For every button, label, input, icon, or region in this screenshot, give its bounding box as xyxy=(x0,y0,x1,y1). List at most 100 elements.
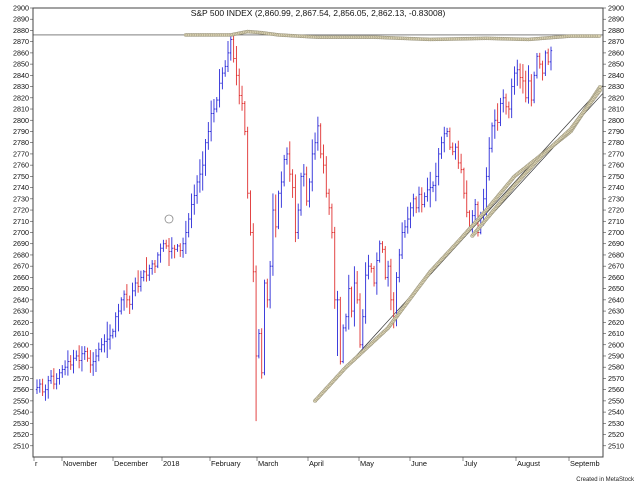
ohlc-bar xyxy=(184,220,188,255)
y-tick-label-left: 2540 xyxy=(13,408,29,417)
ohlc-bar xyxy=(299,172,303,216)
ohlc-bar xyxy=(473,198,477,222)
x-axis: r November December 2018 February March April M… xyxy=(33,457,600,468)
x-tick-label: February xyxy=(211,459,241,468)
ohlc-bar xyxy=(75,350,78,361)
ohlc-bar xyxy=(423,192,426,208)
bead xyxy=(597,88,602,93)
y-tick-label-left: 2890 xyxy=(13,15,29,24)
ohlc-bar xyxy=(544,50,547,76)
y-tick-label-left: 2510 xyxy=(13,441,29,450)
y-tick-label-left: 2740 xyxy=(13,183,29,192)
ohlc-bar xyxy=(187,213,190,238)
ohlc-bar xyxy=(134,277,137,297)
ohlc-bar xyxy=(91,352,95,376)
ohlc-bar xyxy=(538,52,541,69)
ohlc-bar xyxy=(454,143,457,160)
ohlc-bar xyxy=(44,384,47,401)
ohlc-bar xyxy=(260,328,263,379)
ohlc-bar xyxy=(266,278,269,308)
ohlc-bar xyxy=(549,46,553,71)
ohlc-bar xyxy=(507,101,511,119)
ohlc-bar xyxy=(103,334,106,353)
x-tick-label: r xyxy=(35,459,38,468)
ohlc-bar xyxy=(69,355,72,370)
ohlc-bar xyxy=(249,190,252,236)
ohlc-bar xyxy=(58,368,61,385)
ohlc-bar xyxy=(41,378,44,397)
ohlc-bar xyxy=(145,257,148,282)
ohlc-bar xyxy=(97,342,100,362)
y-axis-left: 2510 2520 2530 2540 2550 2560 2570 2580 2590 2600… xyxy=(13,4,33,450)
ohlc-bar xyxy=(72,349,75,374)
ohlc-bar xyxy=(271,193,275,276)
ohlc-bar xyxy=(86,347,89,362)
y-tick-label-right: 2720 xyxy=(608,206,624,215)
ohlc-bar xyxy=(336,290,339,356)
ohlc-bar xyxy=(420,187,423,213)
ohlc-bar xyxy=(218,69,221,108)
ohlc-bar xyxy=(181,237,185,258)
ohlc-bar xyxy=(330,203,334,239)
ohlc-bar xyxy=(527,65,530,104)
ohlc-bar xyxy=(246,126,249,199)
y-tick-label-right: 2880 xyxy=(608,26,624,35)
ohlc-bar xyxy=(229,35,233,61)
credit-text: Created in MetaStock xyxy=(576,477,634,483)
ohlc-bar xyxy=(412,193,415,217)
ohlc-bar xyxy=(150,260,154,275)
y-tick-label-right: 2810 xyxy=(608,105,624,114)
y-tick-label-left: 2840 xyxy=(13,71,29,80)
ohlc-bar xyxy=(389,258,393,311)
ohlc-bar xyxy=(403,220,407,238)
y-tick-label-right: 2710 xyxy=(608,217,624,226)
ohlc-bar xyxy=(212,98,216,123)
ohlc-bar xyxy=(94,348,98,372)
ohlc-bar xyxy=(100,338,103,353)
y-axis-right: 2510 2520 2530 2540 2550 2560 2570 2580 2590 2600… xyxy=(603,4,624,450)
y-tick-label-left: 2590 xyxy=(13,351,29,360)
ohlc-bar xyxy=(47,375,50,399)
ohlc-bar xyxy=(364,262,367,324)
y-tick-label-right: 2770 xyxy=(608,149,624,158)
y-tick-label-left: 2850 xyxy=(13,60,29,69)
y-tick-label-right: 2790 xyxy=(608,127,624,136)
ohlc-bar xyxy=(465,180,468,218)
y-tick-label-right: 2530 xyxy=(608,419,624,428)
y-tick-label-right: 2850 xyxy=(608,60,624,69)
ohlc-bar xyxy=(445,127,449,138)
ohlc-bar xyxy=(414,196,418,214)
ohlc-bar xyxy=(80,346,84,372)
ohlc-bar xyxy=(530,74,533,107)
ohlc-bar xyxy=(434,162,438,202)
bead xyxy=(597,85,603,89)
ohlc-bar xyxy=(207,122,210,150)
ohlc-bar xyxy=(232,32,235,63)
ohlc-bar xyxy=(504,93,508,115)
ohlc-bar xyxy=(122,290,126,311)
y-tick-label-right: 2840 xyxy=(608,71,624,80)
ohlc-bar xyxy=(280,171,283,208)
y-tick-label-right: 2590 xyxy=(608,351,624,360)
ohlc-bar xyxy=(513,66,516,95)
bead xyxy=(597,34,602,38)
ohlc-bar xyxy=(288,141,291,182)
y-tick-label-left: 2530 xyxy=(13,419,29,428)
y-tick-label-right: 2640 xyxy=(608,295,624,304)
x-tick-label: 2018 xyxy=(163,459,179,468)
x-tick-label: November xyxy=(63,459,98,468)
y-tick-label-left: 2670 xyxy=(13,262,29,271)
ohlc-bar xyxy=(426,177,429,202)
ohlc-bar xyxy=(448,127,452,150)
ohlc-bar xyxy=(223,60,227,77)
plot-area xyxy=(32,7,604,458)
ohlc-bar xyxy=(193,184,196,215)
ohlc-bar xyxy=(429,171,432,208)
ohlc-bar xyxy=(170,237,174,259)
ohlc-bar xyxy=(294,174,297,243)
ohlc-bar xyxy=(179,243,182,257)
y-tick-label-right: 2560 xyxy=(608,385,624,394)
ohlc-bar xyxy=(502,89,505,113)
ohlc-bar xyxy=(370,263,373,273)
ohlc-bar xyxy=(274,194,277,238)
